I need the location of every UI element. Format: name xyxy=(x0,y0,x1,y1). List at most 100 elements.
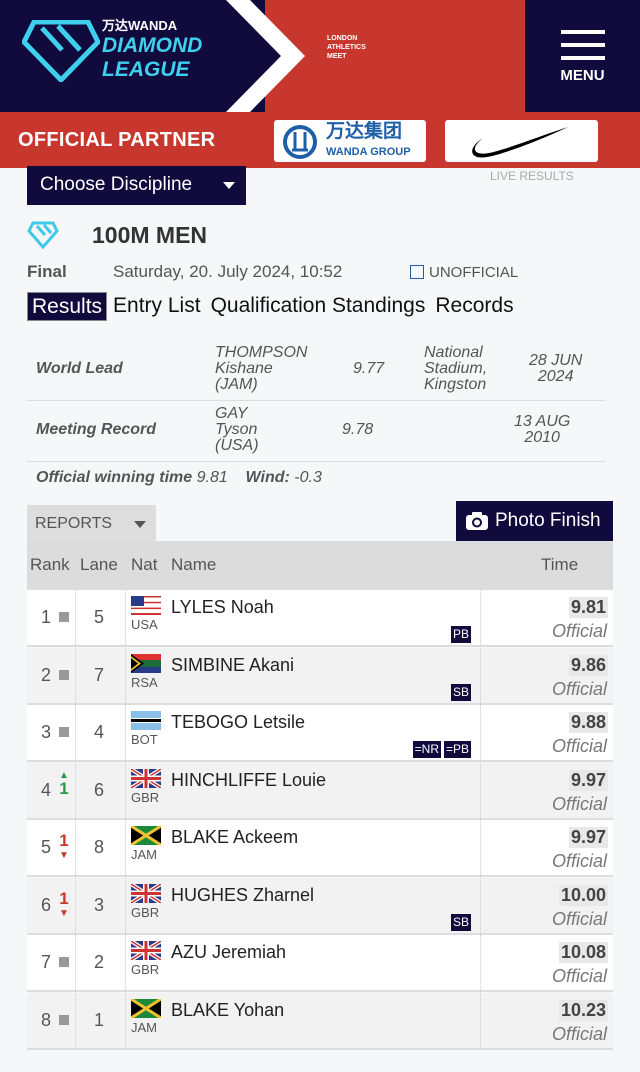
event-tabs: Results Entry List Qualification Standin… xyxy=(27,292,520,321)
wanda-group-logo[interactable]: 万达集团 WANDA GROUP xyxy=(274,120,426,162)
lane: 8 xyxy=(94,837,105,857)
status-badge: UNOFFICIAL xyxy=(410,263,518,283)
result-status: Official xyxy=(551,966,607,986)
result-time: 9.97 xyxy=(568,769,608,791)
flag-gbr-icon xyxy=(131,941,161,960)
menu-button[interactable]: MENU xyxy=(525,0,640,112)
tab-qualification-standings[interactable]: Qualification Standings xyxy=(210,294,426,317)
wanda-icon xyxy=(283,125,317,159)
tab-results[interactable]: Results xyxy=(27,292,108,321)
nationality: JAM xyxy=(131,847,157,862)
site-header: 万达WANDA DIAMOND LEAGUE LONDON ATHLETICS … xyxy=(0,0,640,112)
nike-swoosh-icon xyxy=(472,127,568,158)
rank: 3 xyxy=(41,722,52,742)
table-row[interactable]: 2 7 RSA SIMBINE Akani SB 9.86 Official xyxy=(27,647,613,705)
lane: 7 xyxy=(94,664,105,685)
result-status: Official xyxy=(551,793,607,814)
nationality: GBR xyxy=(131,962,160,977)
result-time: 10.08 xyxy=(558,942,608,963)
result-status: Official xyxy=(551,908,607,929)
record-badge: =PB xyxy=(443,741,471,758)
choose-discipline-dropdown[interactable]: Choose Discipline xyxy=(27,166,246,205)
record-badge: SB xyxy=(450,913,471,931)
photo-finish-button[interactable]: Photo Finish xyxy=(456,501,613,541)
rank: 5 xyxy=(41,837,52,857)
checkbox-icon xyxy=(410,265,424,279)
nationality: GBR xyxy=(131,904,160,920)
diamond-league-logo-icon[interactable] xyxy=(22,20,100,82)
no-change-icon xyxy=(59,612,69,622)
event-phase: Final xyxy=(27,262,67,281)
result-time: 9.88 xyxy=(568,712,608,733)
lane: 2 xyxy=(94,952,105,972)
nationality: BOT xyxy=(131,732,158,747)
winning-time: Official winning time 9.81 Wind: -0.3 xyxy=(36,469,322,486)
rank: 7 xyxy=(41,952,52,972)
record-badge: SB xyxy=(450,683,471,701)
record-row-meeting-record: Meeting Record GAY Tyson (USA) 9.78 13 AUG… xyxy=(27,401,605,462)
flag-gbr-icon xyxy=(131,768,161,788)
athlete-name[interactable]: HINCHLIFFE Louie xyxy=(171,769,327,790)
flag-jam-icon xyxy=(131,826,161,845)
diamond-icon xyxy=(27,221,59,249)
nationality: USA xyxy=(131,617,158,632)
lane: 5 xyxy=(94,607,105,627)
flag-gbr-icon xyxy=(131,883,161,903)
result-status: Official xyxy=(551,736,607,756)
result-time: 9.86 xyxy=(568,654,608,676)
no-change-icon xyxy=(59,727,69,737)
result-time: 9.97 xyxy=(568,827,608,848)
rank: 4 xyxy=(41,779,52,800)
athlete-name[interactable]: HUGHES Zharnel xyxy=(171,884,315,905)
athlete-name[interactable]: BLAKE Yohan xyxy=(171,999,285,1020)
lane: 1 xyxy=(94,1009,105,1030)
athlete-name[interactable]: TEBOGO Letsile xyxy=(171,712,306,732)
live-results-link[interactable]: LIVE RESULTS xyxy=(490,169,574,183)
record-badge: PB xyxy=(450,626,471,643)
result-time: 9.81 xyxy=(568,597,608,618)
nike-logo[interactable] xyxy=(445,120,598,162)
athlete-name[interactable]: BLAKE Ackeem xyxy=(171,827,299,847)
tab-entry-list[interactable]: Entry List xyxy=(113,294,201,317)
event-title: 100M MEN xyxy=(92,222,208,248)
lane: 3 xyxy=(94,894,105,915)
flag-usa-icon xyxy=(131,596,161,615)
rank: 2 xyxy=(41,664,52,685)
athlete-name[interactable]: LYLES Noah xyxy=(171,597,274,617)
nationality: JAM xyxy=(131,1019,157,1035)
diamond-league-logo[interactable]: 万达WANDA DIAMOND LEAGUE xyxy=(102,18,203,81)
rank: 8 xyxy=(41,1009,52,1030)
table-row[interactable]: 3 4 BOT TEBOGO Letsile =NR =PB 9.88 Official xyxy=(27,705,613,762)
table-row[interactable]: 4 ▲ 1 6 GBR HINCHLIFFE Louie 9.97 Official xyxy=(27,762,613,820)
flag-jam-icon xyxy=(131,998,161,1018)
badges: =NR =PB xyxy=(412,741,471,758)
result-status: Official xyxy=(551,1023,607,1044)
tab-records[interactable]: Records xyxy=(435,294,514,317)
table-row[interactable]: 8 1 JAM BLAKE Yohan 10.23 Official xyxy=(27,992,613,1050)
reports-dropdown[interactable]: REPORTS xyxy=(27,505,156,541)
table-row[interactable]: 1 5 USA LYLES Noah PB 9.81 Official xyxy=(27,590,613,647)
nationality: GBR xyxy=(131,789,160,805)
rank: 1 xyxy=(41,607,52,627)
lane: 6 xyxy=(94,779,105,800)
meet-logo: LONDON ATHLETICS MEET xyxy=(327,35,366,60)
no-change-icon xyxy=(59,669,69,680)
rank: 6 xyxy=(41,894,52,915)
results-table-header: Rank Lane Nat Name Time xyxy=(27,541,613,590)
caret-down-icon xyxy=(223,182,235,189)
flag-rsa-icon xyxy=(131,653,161,673)
table-row[interactable]: 6 1 ▼ 3 GBR HUGHES Zharnel SB 10.00 Official xyxy=(27,877,613,935)
caret-down-icon xyxy=(134,521,146,528)
no-change-icon xyxy=(59,1014,69,1025)
partner-label: OFFICIAL PARTNER xyxy=(18,129,216,151)
athlete-name[interactable]: SIMBINE Akani xyxy=(171,654,295,675)
result-time: 10.23 xyxy=(558,999,608,1021)
no-change-icon xyxy=(59,957,69,967)
badges: SB xyxy=(450,683,471,701)
result-status: Official xyxy=(551,851,607,871)
table-row[interactable]: 5 1 ▼ 8 JAM BLAKE Ackeem 9.97 Official xyxy=(27,820,613,877)
athlete-name[interactable]: AZU Jeremiah xyxy=(171,942,287,962)
table-row[interactable]: 7 2 GBR AZU Jeremiah 10.08 Official xyxy=(27,935,613,992)
result-time: 10.00 xyxy=(558,884,608,906)
record-row-world-lead: World Lead THOMPSON Kishane (JAM) 9.77 Nat… xyxy=(27,340,605,401)
